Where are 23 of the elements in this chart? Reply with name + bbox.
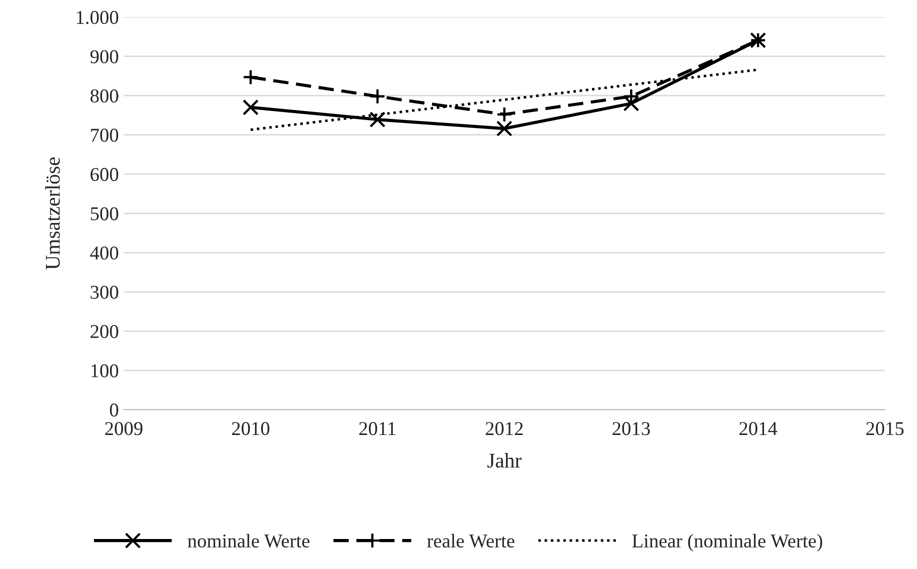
y-tick-label: 900 bbox=[90, 50, 118, 64]
x-tick-label: 2009 bbox=[105, 422, 142, 436]
x-tick-label: 2014 bbox=[739, 422, 778, 436]
x-tick-label: 2013 bbox=[612, 422, 650, 436]
x-tick-label: 2012 bbox=[486, 422, 523, 436]
x-axis-title: Jahr bbox=[487, 453, 522, 468]
y-tick-label: 100 bbox=[91, 364, 118, 378]
legend-label: Linear (nominale Werte) bbox=[632, 534, 822, 552]
x-tick-label: 2011 bbox=[359, 422, 396, 436]
y-tick-label: 400 bbox=[90, 246, 118, 260]
y-tick-label: 500 bbox=[90, 207, 118, 220]
x-tick-label: 2010 bbox=[232, 422, 270, 436]
legend-label: nominale Werte bbox=[188, 534, 310, 548]
x-tick-label: 2015 bbox=[866, 422, 904, 436]
y-tick-label: 800 bbox=[90, 89, 118, 103]
y-tick-label: 300 bbox=[90, 286, 118, 299]
y-tick-label: 200 bbox=[90, 324, 118, 338]
y-axis-title: Umsatzerlöse bbox=[45, 157, 60, 270]
y-tick-label: 0 bbox=[110, 403, 118, 417]
y-tick-label: 700 bbox=[91, 128, 118, 142]
legend-label: reale Werte bbox=[427, 534, 514, 548]
y-tick-label: 600 bbox=[90, 168, 118, 182]
y-tick-label: 1.000 bbox=[76, 10, 118, 24]
